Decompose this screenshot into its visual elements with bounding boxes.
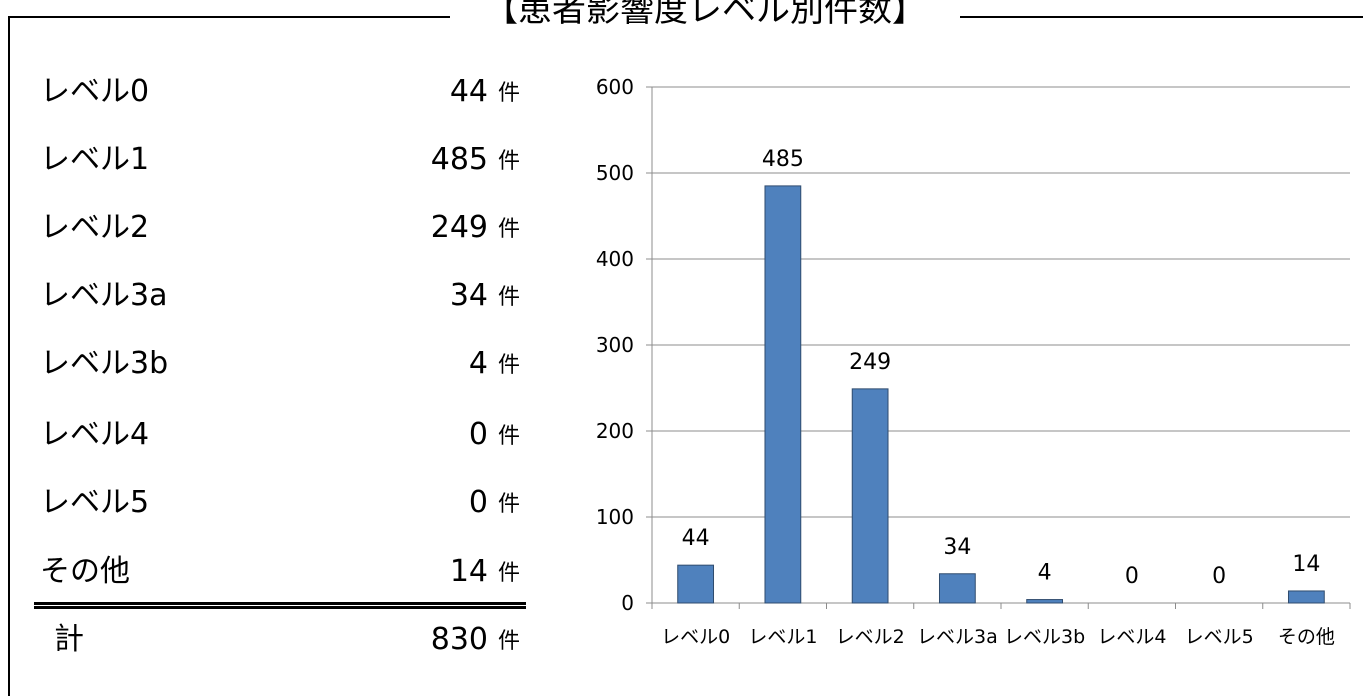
summary-unit: 件: [497, 149, 520, 174]
page-title: 【患者影響度レベル別件数】: [450, 0, 960, 32]
summary-count: 485: [430, 142, 488, 177]
summary-row-level-4: レベル4 0 件: [40, 415, 530, 455]
summary-label: レベル3b: [40, 346, 169, 381]
summary-count: 4: [468, 346, 488, 381]
data-label: 44: [682, 526, 710, 551]
data-label: 249: [849, 350, 891, 375]
summary-count: 249: [430, 210, 488, 245]
summary-count: 44: [449, 74, 488, 109]
summary-row-level-3a: レベル3a 34 件: [40, 276, 530, 316]
data-label: 14: [1292, 552, 1320, 577]
total-label: 計: [54, 622, 84, 657]
summary-row-total: 計 830 件: [40, 620, 530, 660]
summary-label: レベル1: [40, 142, 150, 177]
category-label: レベル3a: [917, 626, 998, 648]
bar: [764, 185, 802, 604]
bar: [938, 573, 976, 604]
category-label: レベル1: [748, 626, 817, 648]
summary-unit: 件: [497, 285, 520, 310]
category-label: レベル2: [836, 626, 905, 648]
summary-label: レベル2: [40, 210, 150, 245]
summary-row-level-2: レベル2 249 件: [40, 208, 530, 248]
summary-row-level-1: レベル1 485 件: [40, 140, 530, 180]
bar: [1287, 590, 1325, 604]
summary-unit: 件: [497, 353, 520, 378]
category-label: その他: [1278, 626, 1335, 648]
y-tick-label: 100: [596, 505, 634, 529]
y-tick-label: 0: [621, 591, 634, 615]
bar: [1026, 599, 1064, 604]
data-label: 4: [1038, 561, 1052, 586]
summary-label: レベル5: [40, 485, 150, 520]
summary-label: レベル4: [40, 417, 150, 452]
summary-count: 14: [449, 554, 488, 589]
y-tick-label: 400: [596, 247, 634, 271]
summary-count: 34: [449, 278, 488, 313]
summary-unit: 件: [497, 561, 520, 586]
bar: [851, 388, 889, 604]
y-tick-label: 300: [596, 333, 634, 357]
summary-unit: 件: [497, 629, 520, 654]
summary-unit: 件: [497, 492, 520, 517]
summary-row-level-3b: レベル3b 4 件: [40, 344, 530, 384]
y-tick-label: 500: [596, 161, 634, 185]
summary-row-other: その他 14 件: [40, 552, 530, 592]
summary-label: レベル0: [40, 74, 150, 109]
y-tick-label: 600: [596, 75, 634, 99]
summary-row-level-0: レベル0 44 件: [40, 72, 530, 112]
summary-label: その他: [40, 554, 130, 589]
summary-count: 0: [468, 417, 488, 452]
data-label: 0: [1125, 564, 1139, 589]
summary-label: レベル3a: [40, 278, 168, 313]
summary-unit: 件: [497, 424, 520, 449]
bar-chart: 0 100 200 300 400 500 600 44 レベル0 485 レベル1 249 レベル2 3…: [560, 60, 1360, 660]
summary-row-level-5: レベル5 0 件: [40, 483, 530, 523]
data-label: 485: [762, 147, 804, 172]
total-divider: [34, 602, 526, 609]
category-label: レベル0: [661, 626, 730, 648]
summary-unit: 件: [497, 217, 520, 242]
y-tick-label: 200: [596, 419, 634, 443]
total-count: 830: [430, 622, 488, 657]
category-label: レベル3b: [1004, 626, 1085, 648]
bar-chart-svg: 010020030040050060044レベル0485レベル1249レベル23…: [596, 75, 1351, 648]
category-label: レベル5: [1185, 626, 1254, 648]
summary-count: 0: [468, 485, 488, 520]
data-label: 34: [943, 535, 971, 560]
bar: [677, 564, 715, 604]
category-label: レベル4: [1097, 626, 1166, 648]
summary-unit: 件: [497, 81, 520, 106]
data-label: 0: [1212, 564, 1226, 589]
